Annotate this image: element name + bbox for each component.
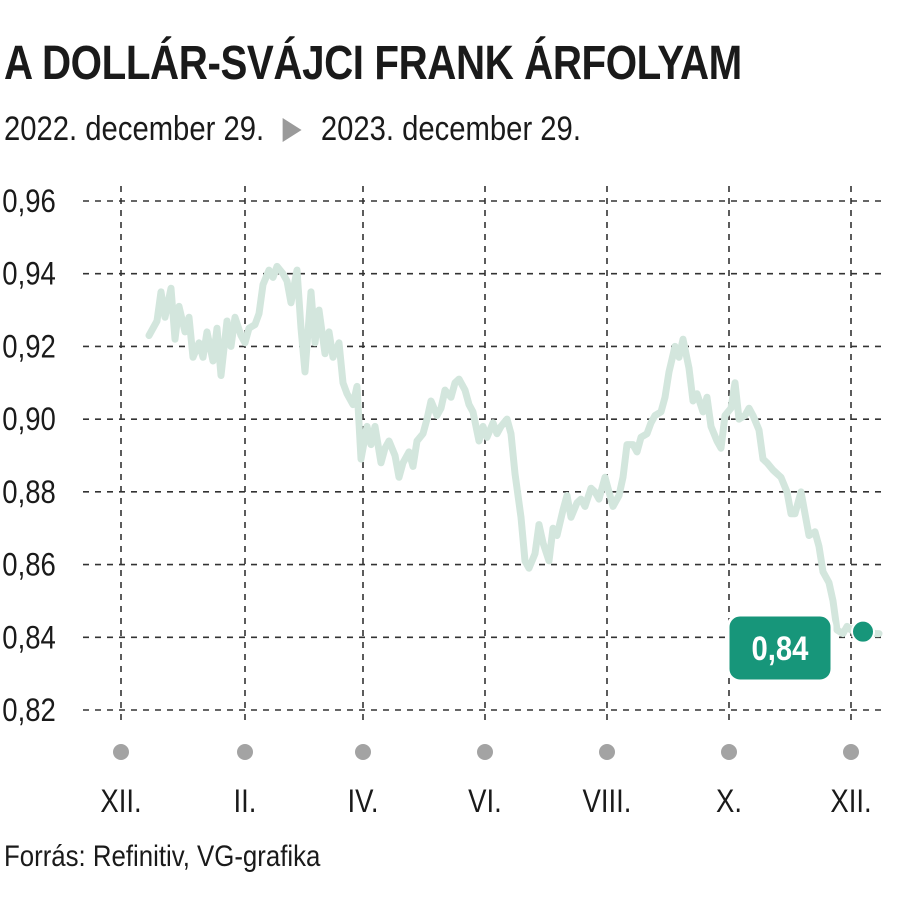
source-note: Forrás: Refinitiv, VG-grafika — [4, 840, 321, 873]
x-tick-label: X. — [716, 784, 742, 819]
y-tick-label: 0,84 — [2, 620, 56, 655]
x-tick-dot — [355, 744, 371, 760]
x-axis: XII. II. IV. VI. VIII. X. XII. — [100, 744, 872, 820]
last-point-marker — [851, 619, 875, 644]
y-tick-label: 0,94 — [2, 257, 56, 292]
y-axis: 0,96 0,94 0,92 0,90 0,88 0,86 0,84 0,82 — [2, 184, 56, 728]
last-value-box — [726, 613, 834, 683]
x-tick-dot — [237, 744, 253, 760]
y-tick-label: 0,82 — [2, 693, 56, 728]
x-tick-label: XII. — [830, 784, 871, 819]
x-tick-label: IV. — [347, 784, 378, 819]
chart-subtitle: 2022. december 29. 2023. december 29. — [4, 110, 581, 149]
x-tick-dot — [113, 744, 129, 760]
x-tick-label: XII. — [100, 784, 141, 819]
x-tick-label: VIII. — [583, 784, 632, 819]
y-tick-label: 0,96 — [2, 184, 56, 219]
x-tick-label: II. — [234, 784, 257, 819]
x-tick-dot — [477, 744, 493, 760]
y-tick-label: 0,92 — [2, 330, 56, 365]
x-tick-dot — [843, 744, 859, 760]
x-tick-dot — [721, 744, 737, 760]
date-to: 2023. december 29. — [320, 110, 581, 148]
y-tick-label: 0,90 — [2, 402, 56, 437]
y-tick-label: 0,88 — [2, 475, 56, 510]
arrow-right-icon — [283, 117, 302, 142]
x-tick-label: VI. — [468, 784, 502, 819]
series-layer — [145, 262, 883, 638]
y-tick-label: 0,86 — [2, 548, 56, 583]
series-line — [145, 262, 883, 638]
last-value-label: 0,84 — [752, 629, 809, 668]
chart-title: A DOLLÁR-SVÁJCI FRANK ÁRFOLYAM — [4, 37, 742, 90]
x-tick-dot — [599, 744, 615, 760]
date-from: 2022. december 29. — [4, 110, 265, 148]
annotation-layer: 0,84 — [726, 613, 875, 683]
